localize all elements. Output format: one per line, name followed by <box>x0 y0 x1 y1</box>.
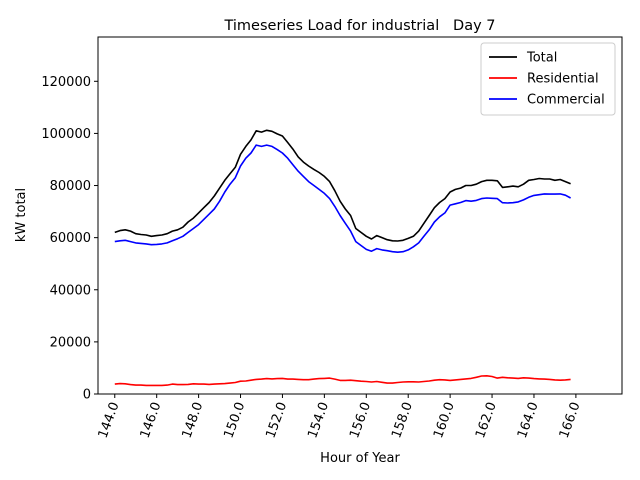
legend-box <box>480 42 616 116</box>
series-line-total <box>114 129 571 242</box>
legend-label-residential: Residential <box>527 72 599 87</box>
y-tick-label: 20000 <box>50 335 91 350</box>
y-tick-label: 120000 <box>41 75 91 90</box>
legend: Total Residential Commercial <box>480 42 616 116</box>
chart-title: Timeseries Load for industrial Day 7 <box>223 18 495 34</box>
x-axis-label: Hour of Year <box>320 451 400 466</box>
legend-label-commercial: Commercial <box>527 93 605 108</box>
y-tick-label: 100000 <box>41 127 91 142</box>
y-tick-label: 40000 <box>50 283 91 298</box>
y-axis-label: kW total <box>14 188 29 242</box>
y-tick-label: 80000 <box>50 179 91 194</box>
plot-area <box>114 129 571 387</box>
series-line-residential <box>114 374 571 387</box>
axes-frame <box>97 36 623 395</box>
series-line-commercial <box>114 144 571 253</box>
y-tick-label: 0 <box>83 388 91 403</box>
legend-label-total: Total <box>526 51 557 66</box>
y-axis: 0 20000 40000 60000 80000 100000 120000 <box>41 75 98 403</box>
y-tick-label: 60000 <box>50 231 91 246</box>
